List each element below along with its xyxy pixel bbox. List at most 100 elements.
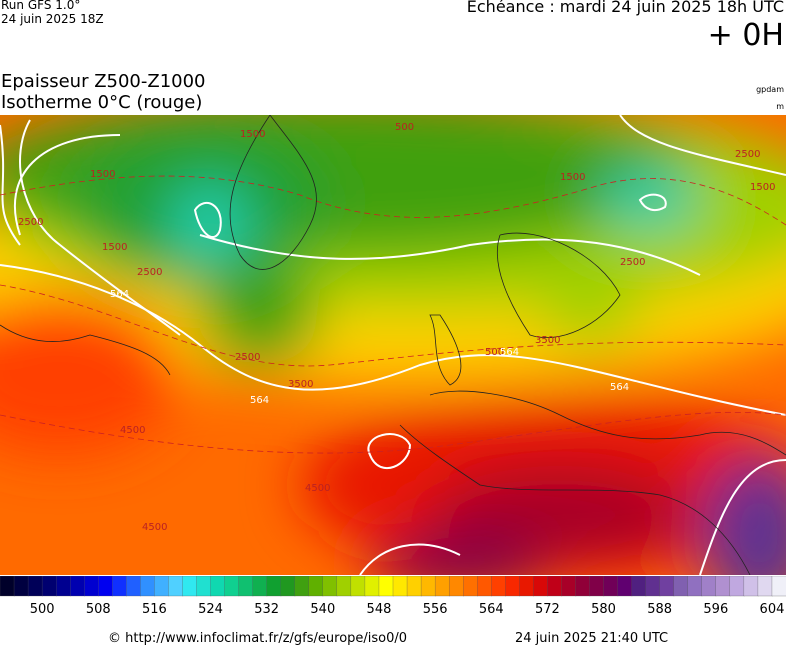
color-swatch	[743, 576, 759, 597]
color-swatch	[140, 576, 156, 597]
color-swatch	[0, 576, 15, 597]
color-swatch	[280, 576, 296, 597]
color-swatch	[196, 576, 212, 597]
colorbar-tick-label: 580	[591, 602, 616, 616]
color-swatch	[561, 576, 577, 597]
contour	[14, 115, 786, 236]
colorbar-tick-label: 524	[198, 602, 223, 616]
color-swatch	[266, 576, 282, 597]
contour	[193, 193, 667, 238]
contour-labels: 1500 2500 1500 2500 564 1500 2500 3500 564 4500 45…	[18, 122, 775, 533]
subtitle: Isotherme 0°C (rouge)	[1, 92, 203, 113]
color-swatch	[41, 576, 57, 597]
color-swatch	[617, 576, 633, 597]
contour-label: 4500	[305, 483, 330, 494]
colorbar-tick-label: 596	[703, 602, 728, 616]
contour-label: 3500	[288, 379, 313, 390]
contour-label: 1500	[102, 242, 127, 253]
color-swatch	[252, 576, 268, 597]
contour-label: 564	[250, 395, 269, 406]
contour-label: 3500	[535, 335, 560, 346]
color-swatch	[589, 576, 605, 597]
colorbar-tick-label: 532	[254, 602, 279, 616]
color-swatch	[126, 576, 142, 597]
contour-label: 1500	[560, 172, 585, 183]
run: Run GFS 1.0°	[1, 0, 81, 12]
contour-label: 2500	[735, 149, 760, 160]
color-swatch	[364, 576, 380, 597]
thickness-contours	[0, 115, 786, 575]
color-swatch	[84, 576, 99, 597]
contour-label: 2500	[620, 257, 645, 268]
colorbar-tick-label: 564	[479, 602, 504, 616]
color-swatch	[168, 576, 184, 597]
color-swatch	[434, 576, 450, 597]
color-swatch	[13, 576, 29, 597]
color-swatch	[378, 576, 394, 597]
source-url: © http://www.infoclimat.fr/z/gfs/europe/…	[108, 631, 408, 646]
color-swatch	[182, 576, 198, 597]
color-swatch	[729, 576, 745, 597]
forecast: Echéance : mardi 24 juin 2025 18h UTC	[466, 0, 784, 16]
color-swatch	[645, 576, 661, 597]
color-swatch	[98, 576, 113, 597]
color-swatch	[771, 576, 786, 597]
color-swatch	[224, 576, 240, 597]
unit: gpdam	[756, 85, 784, 94]
contour-label: 500	[485, 347, 504, 358]
contour	[367, 433, 412, 469]
contour	[359, 459, 786, 575]
contour-label: 2500	[137, 267, 162, 278]
color-swatch	[27, 576, 43, 597]
colorbar-tick-label: 500	[30, 602, 55, 616]
color-swatch	[392, 576, 408, 597]
color-swatch	[715, 576, 731, 597]
color-swatch	[575, 576, 591, 597]
field	[0, 115, 786, 575]
color-swatch	[491, 576, 506, 597]
colorbar: 500 508 516 524 532 540 548 556 564 572 580 588 596 6…	[0, 576, 786, 616]
color-swatch	[505, 576, 520, 597]
colorbar-tick-label: 540	[310, 602, 335, 616]
color-swatch	[687, 576, 703, 597]
contour-label: 2500	[18, 217, 43, 228]
contour-label: 4500	[142, 522, 167, 533]
color-swatch	[603, 576, 619, 597]
color-swatch	[701, 576, 717, 597]
colorbar-tick-label: 516	[142, 602, 167, 616]
contour-label: 1500	[750, 182, 775, 193]
contour-label: 564	[110, 289, 129, 300]
color-swatch	[659, 576, 675, 597]
generated: 24 juin 2025 21:40 UTC	[515, 631, 669, 646]
lead-time: + 0H	[707, 18, 784, 53]
title: Epaisseur Z500-Z1000	[1, 71, 206, 92]
colorbar-tick-label: 604	[760, 602, 785, 616]
color-swatch	[70, 576, 85, 597]
color-swatch	[308, 576, 324, 597]
color-swatch	[463, 576, 478, 597]
colorbar-tick-label: 588	[647, 602, 672, 616]
color-swatch	[477, 576, 492, 597]
color-swatch	[112, 576, 127, 597]
coastlines	[0, 115, 786, 575]
color-swatch	[210, 576, 226, 597]
colorbar-tick-label: 548	[367, 602, 392, 616]
color-swatch	[55, 576, 71, 597]
isotherm-contours	[0, 175, 786, 454]
color-swatch	[673, 576, 689, 597]
color-swatch	[547, 576, 563, 597]
color-swatch	[631, 576, 647, 597]
contour-label: 4500	[120, 425, 145, 436]
color-swatch	[350, 576, 366, 597]
color-swatch	[294, 576, 310, 597]
contour-label: 2500	[235, 352, 260, 363]
contour-label: 1500	[240, 129, 265, 140]
colorbar-tick-label: 556	[423, 602, 448, 616]
color-swatch	[757, 576, 773, 597]
contour	[19, 119, 181, 336]
run-date: 24 juin 2025 18Z	[1, 12, 104, 26]
colorbar-tick-label: 508	[86, 602, 111, 616]
color-swatch	[406, 576, 422, 597]
color-swatch	[154, 576, 170, 597]
